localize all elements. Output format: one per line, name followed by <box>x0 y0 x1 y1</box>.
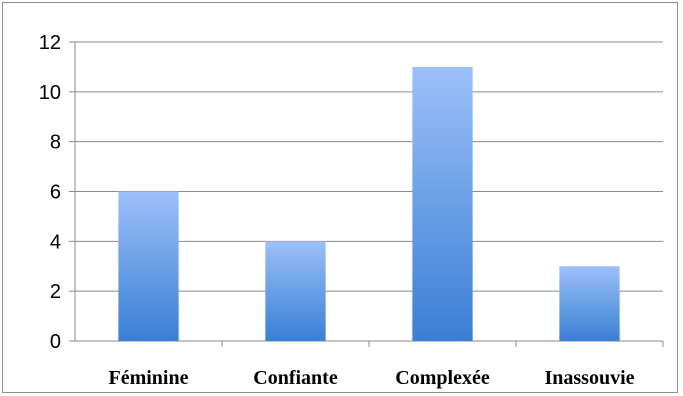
y-tick-label: 0 <box>50 331 61 353</box>
bar-inassouvie <box>559 266 620 341</box>
category-label: Féminine <box>109 367 189 389</box>
y-tick-labels: 0 2 4 6 8 10 12 <box>39 32 61 353</box>
bar-confiante <box>265 241 326 341</box>
y-tick-label: 8 <box>50 132 61 154</box>
bar-féminine <box>118 191 179 341</box>
y-tick-label: 2 <box>50 281 61 303</box>
y-tick-label: 6 <box>50 182 61 204</box>
category-labels: Féminine Confiante Complexée Inassouvie <box>109 367 635 389</box>
y-tick-label: 10 <box>39 82 61 104</box>
y-tick-label: 12 <box>39 32 61 54</box>
category-label: Confiante <box>253 367 338 389</box>
bar-complexée <box>412 66 473 342</box>
bars <box>118 66 620 342</box>
category-label: Inassouvie <box>544 367 634 389</box>
category-label: Complexée <box>395 367 490 389</box>
y-tick-label: 4 <box>50 231 61 253</box>
